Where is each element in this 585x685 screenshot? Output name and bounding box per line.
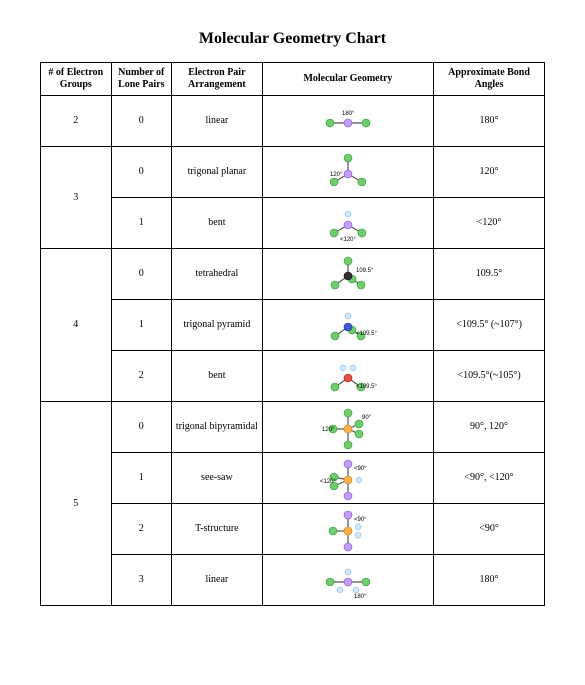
cell-lone-pairs: 0 (111, 249, 171, 300)
cell-bond-angle: <90° (434, 504, 545, 555)
cell-bond-angle: <120° (434, 198, 545, 249)
svg-text:<109.5°: <109.5° (356, 384, 378, 390)
cell-molecular-geometry: 120° (262, 147, 433, 198)
geometry-table: # of Electron Groups Number of Lone Pair… (40, 62, 545, 606)
molecule-diagram: 180° (265, 557, 431, 603)
svg-text:90°: 90° (362, 415, 372, 421)
svg-text:<120°: <120° (340, 237, 357, 243)
cell-bond-angle: <109.5°(~105°) (434, 351, 545, 402)
table-row: 30trigonal planar120°120° (41, 147, 545, 198)
cell-electron-groups: 2 (41, 96, 112, 147)
cell-arrangement: linear (172, 96, 263, 147)
cell-bond-angle: 109.5° (434, 249, 545, 300)
cell-bond-angle: 120° (434, 147, 545, 198)
page: Molecular Geometry Chart # of Electron G… (0, 0, 585, 626)
cell-molecular-geometry: <90° (262, 504, 433, 555)
cell-lone-pairs: 1 (111, 300, 171, 351)
cell-lone-pairs: 0 (111, 96, 171, 147)
molecule-diagram: <90° (265, 506, 431, 552)
cell-lone-pairs: 3 (111, 555, 171, 606)
table-row: 3linear 180° 180° (41, 555, 545, 606)
cell-molecular-geometry: <90° <120° (262, 453, 433, 504)
molecule-diagram: <90° <120° (265, 455, 431, 501)
svg-text:<90°: <90° (354, 466, 367, 472)
table-row: 2bent <109.5° <109.5°(~105°) (41, 351, 545, 402)
col-geometry: Molecular Geometry (262, 63, 433, 96)
cell-molecular-geometry: <120° (262, 198, 433, 249)
cell-arrangement: trigonal planar (172, 147, 263, 198)
cell-lone-pairs: 2 (111, 504, 171, 555)
cell-electron-groups: 3 (41, 147, 112, 249)
molecule-diagram: 90° 120° (265, 404, 431, 450)
cell-bond-angle: 180° (434, 96, 545, 147)
cell-electron-groups: 5 (41, 402, 112, 606)
col-electron-groups: # of Electron Groups (41, 63, 112, 96)
molecule-diagram: <109.5° (265, 353, 431, 399)
cell-molecular-geometry: 90° 120° (262, 402, 433, 453)
table-row: 40tetrahedral109.5°109.5° (41, 249, 545, 300)
molecule-diagram: 109.5° (265, 251, 431, 297)
col-arrangement: Electron Pair Arrangement (172, 63, 263, 96)
cell-molecular-geometry: <109.5° (262, 351, 433, 402)
cell-bond-angle: 90°, 120° (434, 402, 545, 453)
svg-text:120°: 120° (330, 172, 343, 178)
cell-electron-groups: 4 (41, 249, 112, 402)
cell-arrangement: trigonal bipyramidal (172, 402, 263, 453)
col-bond-angles: Approximate Bond Angles (434, 63, 545, 96)
table-row: 50trigonal bipyramidal90°120°90°, 120° (41, 402, 545, 453)
table-row: 1bent <120° <120° (41, 198, 545, 249)
table-body: 20linear180°180°30trigonal planar120°120… (41, 96, 545, 606)
svg-text:180°: 180° (342, 111, 355, 117)
cell-lone-pairs: 2 (111, 351, 171, 402)
cell-molecular-geometry: 109.5° (262, 249, 433, 300)
svg-text:120°: 120° (322, 427, 335, 433)
table-row: 1trigonal pyramid <109.5° <109.5° (~107°) (41, 300, 545, 351)
cell-molecular-geometry: <109.5° (262, 300, 433, 351)
cell-bond-angle: 180° (434, 555, 545, 606)
cell-lone-pairs: 0 (111, 402, 171, 453)
svg-text:109.5°: 109.5° (356, 268, 374, 274)
cell-arrangement: linear (172, 555, 263, 606)
cell-lone-pairs: 1 (111, 453, 171, 504)
cell-bond-angle: <90°, <120° (434, 453, 545, 504)
svg-text:<109.5°: <109.5° (356, 331, 378, 337)
cell-arrangement: see-saw (172, 453, 263, 504)
cell-molecular-geometry: 180° (262, 96, 433, 147)
cell-arrangement: tetrahedral (172, 249, 263, 300)
cell-molecular-geometry: 180° (262, 555, 433, 606)
cell-arrangement: T-structure (172, 504, 263, 555)
molecule-diagram: <109.5° (265, 302, 431, 348)
cell-arrangement: bent (172, 198, 263, 249)
molecule-diagram: 180° (265, 98, 431, 144)
cell-arrangement: trigonal pyramid (172, 300, 263, 351)
table-row: 1see-saw <90° <120° <90°, <120° (41, 453, 545, 504)
page-title: Molecular Geometry Chart (40, 30, 545, 48)
table-row: 2T-structure <90° <90° (41, 504, 545, 555)
cell-lone-pairs: 1 (111, 198, 171, 249)
svg-text:<90°: <90° (354, 517, 367, 523)
table-row: 20linear 180° 180° (41, 96, 545, 147)
cell-bond-angle: <109.5° (~107°) (434, 300, 545, 351)
cell-arrangement: bent (172, 351, 263, 402)
col-lone-pairs: Number of Lone Pairs (111, 63, 171, 96)
molecule-diagram: 120° (265, 149, 431, 195)
svg-text:<120°: <120° (320, 479, 337, 485)
svg-text:180°: 180° (354, 594, 367, 600)
table-head: # of Electron Groups Number of Lone Pair… (41, 63, 545, 96)
cell-lone-pairs: 0 (111, 147, 171, 198)
molecule-diagram: <120° (265, 200, 431, 246)
